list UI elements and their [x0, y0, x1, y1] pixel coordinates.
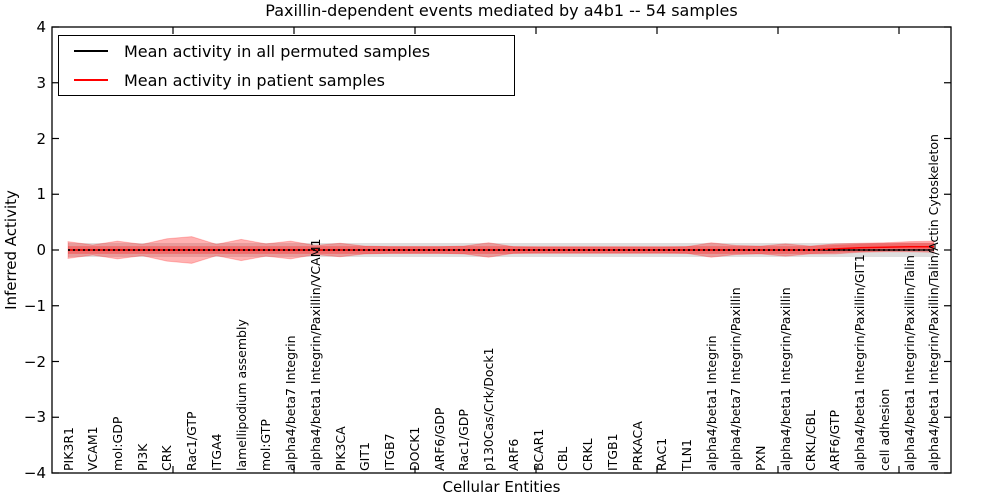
- x-category-label: alpha4/beta1 Integrin/Paxillin/VCAM1: [307, 238, 323, 471]
- x-category-label: ITGB1: [604, 433, 620, 471]
- x-category-label: lamellipodium assembly: [233, 319, 249, 471]
- x-category-label: PI3K: [134, 443, 150, 471]
- x-category-label: CRKL: [580, 438, 596, 471]
- legend-item: Mean activity in patient samples: [59, 66, 514, 95]
- y-tick-label: 1: [36, 185, 46, 204]
- x-category-label: PRKACA: [629, 421, 645, 471]
- x-category-label: ITGA4: [208, 433, 224, 471]
- x-category-label: BCAR1: [530, 428, 546, 471]
- x-category-label: GIT1: [357, 442, 373, 471]
- x-category-label: alpha4/beta7 Integrin/Paxillin: [728, 287, 744, 471]
- y-tick-label: 4: [36, 18, 46, 36]
- x-category-label: PXN: [753, 445, 769, 471]
- x-category-label: ITGB7: [382, 433, 398, 471]
- x-category-label: ARF6/GTP: [827, 409, 843, 471]
- x-category-label: alpha4/beta7 Integrin: [283, 335, 299, 471]
- y-tick-label: −4: [23, 464, 46, 482]
- x-category-label: Rac1/GDP: [456, 409, 472, 471]
- x-category-label: p130Cas/Crk/Dock1: [481, 347, 497, 471]
- x-category-label: mol:GDP: [109, 416, 125, 471]
- y-tick-label: 3: [36, 73, 46, 92]
- patient-inner-band: [68, 242, 934, 254]
- x-category-label: CRKL/CBL: [802, 409, 818, 471]
- x-category-label: CRK: [159, 445, 175, 471]
- legend-line-swatch-patient: [74, 79, 108, 81]
- x-category-label: mol:GTP: [258, 419, 274, 471]
- y-tick-label: 2: [36, 129, 46, 148]
- x-category-label: ARF6/GDP: [431, 407, 447, 471]
- x-category-label: PIK3CA: [332, 426, 348, 471]
- x-category-label: cell adhesion: [876, 388, 892, 471]
- legend-line-swatch-permuted: [74, 50, 108, 52]
- legend-item: Mean activity in all permuted samples: [59, 37, 514, 66]
- x-axis-label: Cellular Entities: [442, 478, 561, 496]
- chart-title: Paxillin-dependent events mediated by a4…: [265, 1, 738, 20]
- x-category-label: alpha4/beta1 Integrin: [703, 335, 719, 471]
- legend-item-label: Mean activity in all permuted samples: [124, 41, 431, 61]
- x-category-label: PIK3R1: [60, 426, 76, 471]
- y-tick-label: −2: [23, 352, 46, 371]
- x-category-label: alpha4/beta1 Integrin/Paxillin: [777, 287, 793, 471]
- y-tick-label: −3: [23, 408, 46, 427]
- x-category-label: TLN1: [679, 439, 694, 471]
- y-tick-label: −1: [23, 296, 46, 315]
- x-category-label: RAC1: [654, 437, 670, 471]
- y-tick-label: 0: [36, 241, 46, 259]
- x-category-label: Rac1/GTP: [184, 411, 200, 471]
- x-category-label: DOCK1: [406, 426, 422, 471]
- x-category-label: ARF6: [505, 438, 521, 471]
- x-category-label: alpha4/beta1 Integrin/Paxillin/Talin/Act…: [926, 134, 942, 471]
- x-category-label: VCAM1: [85, 426, 101, 471]
- x-category-label: alpha4/beta1 Integrin/Paxillin/Talin: [901, 255, 917, 471]
- x-category-label: CBL: [555, 446, 571, 471]
- legend: Mean activity in all permuted samples Me…: [58, 35, 515, 96]
- legend-item-label: Mean activity in patient samples: [124, 70, 385, 90]
- x-category-label: alpha4/beta1 Integrin/Paxillin/GIT1: [852, 254, 868, 471]
